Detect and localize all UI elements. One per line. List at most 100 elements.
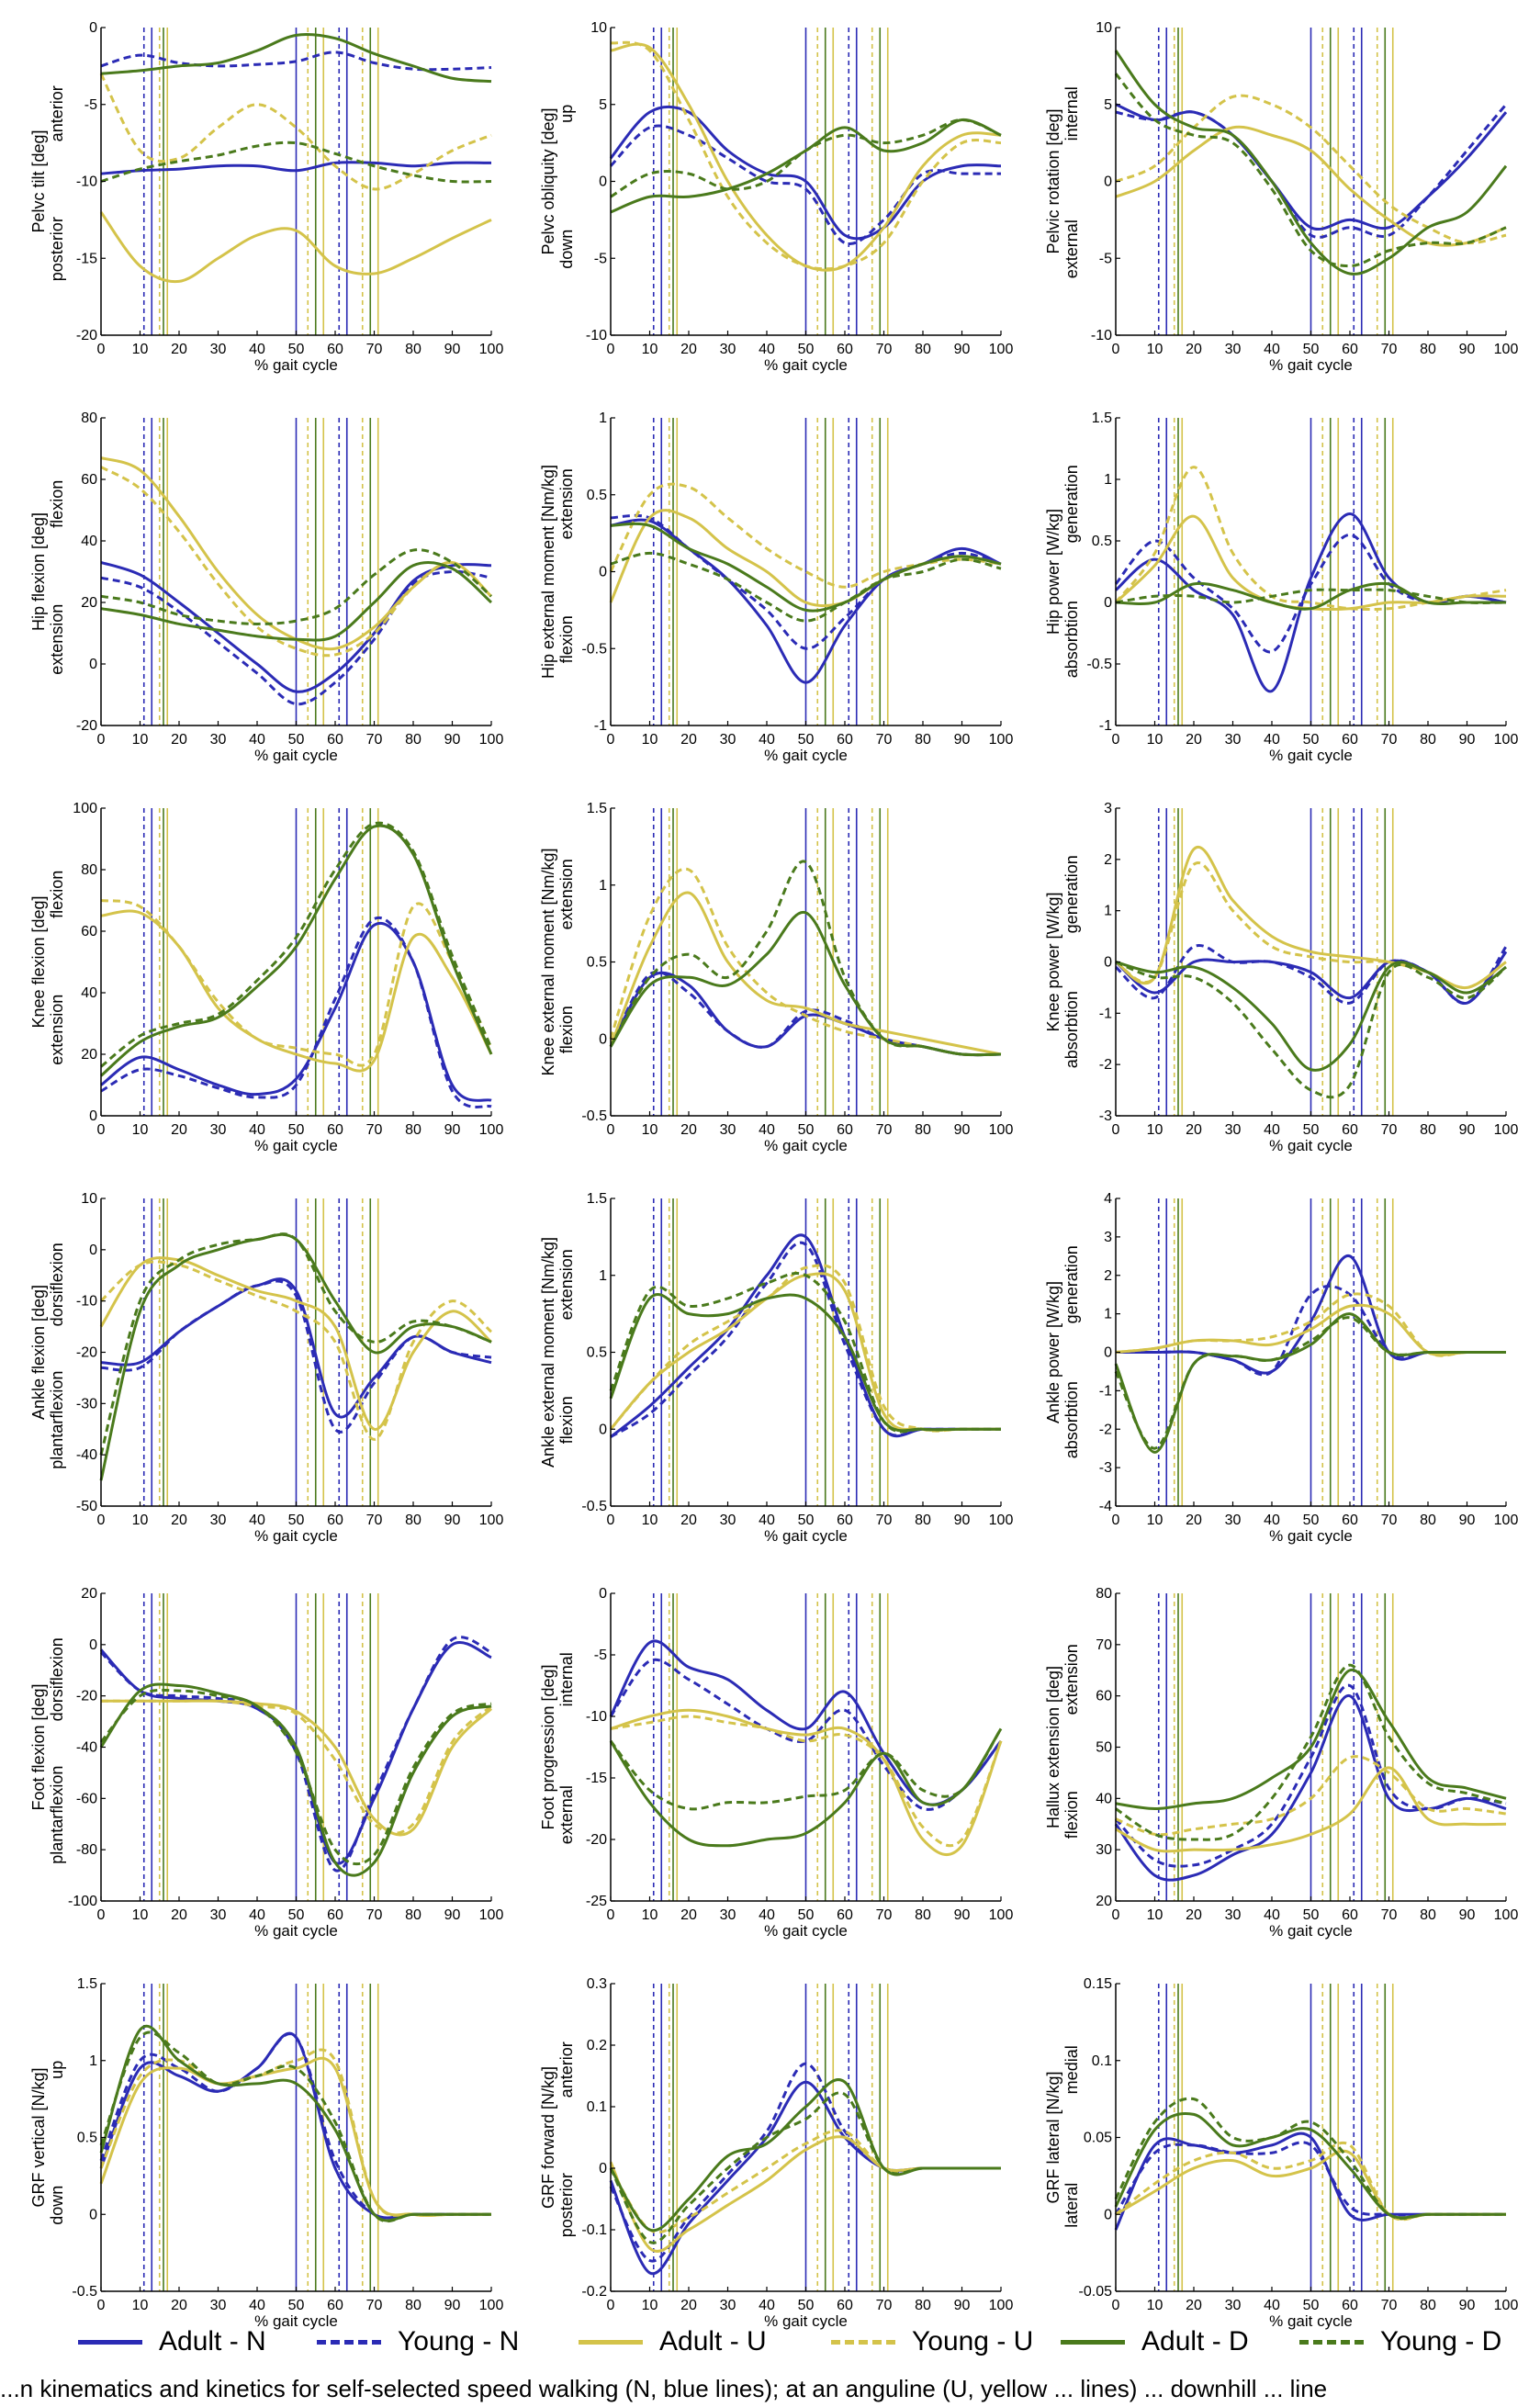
x-tick-label: 90 bbox=[954, 342, 971, 357]
x-axis-label: % gait cycle bbox=[254, 1922, 338, 1940]
x-tick-label: 100 bbox=[479, 2298, 504, 2313]
x-tick-label: 50 bbox=[798, 1122, 815, 1138]
x-tick-label: 30 bbox=[720, 1513, 736, 1528]
y-tick-label: 0 bbox=[1104, 955, 1112, 971]
y-tick-label: -10 bbox=[586, 328, 607, 343]
x-tick-label: 70 bbox=[1381, 1513, 1398, 1528]
y-tick-label: 80 bbox=[1096, 1586, 1112, 1602]
x-tick-label: 100 bbox=[479, 1513, 504, 1528]
x-tick-label: 40 bbox=[249, 1907, 265, 1923]
y-tick-label: 0.3 bbox=[587, 1976, 607, 1992]
legend-label: Young - N bbox=[398, 2326, 520, 2356]
y-tick-label: -1 bbox=[1099, 718, 1112, 734]
x-tick-label: 80 bbox=[915, 2298, 931, 2313]
subplot-15: 0 10 20 30 40 50 60 70 80 90 100-0.500.511.5% gait… bbox=[29, 1976, 503, 2330]
legend-item: Adult - N bbox=[78, 2314, 266, 2369]
legend: Adult - N Young - N Adult - U Young - U Adul… bbox=[0, 2314, 1540, 2369]
series-line-d-young bbox=[99, 2030, 491, 2223]
y-tick-label: 0 bbox=[599, 565, 607, 580]
y-axis-label: GRF forward [N/kg] bbox=[539, 2066, 557, 2209]
subplot-7: 0 10 20 30 40 50 60 70 80 90 100-0.500.511.5% gait… bbox=[539, 801, 1013, 1154]
x-tick-label: 60 bbox=[327, 1907, 343, 1923]
x-tick-label: 100 bbox=[1494, 1513, 1519, 1528]
x-tick-label: 90 bbox=[1459, 732, 1476, 748]
legend-swatch bbox=[579, 2339, 643, 2345]
series-line-u-young bbox=[1115, 1292, 1506, 1357]
y-tick-label: 10 bbox=[81, 1191, 97, 1207]
series-line-n-adult bbox=[100, 161, 492, 175]
y-tick-label: -0.1 bbox=[581, 2222, 607, 2238]
x-tick-label: 20 bbox=[1186, 1907, 1202, 1923]
x-tick-label: 60 bbox=[327, 1513, 343, 1528]
y-tick-label: 0 bbox=[599, 1422, 607, 1437]
x-tick-label: 100 bbox=[479, 1907, 504, 1923]
y-tick-label: -20 bbox=[76, 328, 97, 343]
series-line-n-young bbox=[609, 124, 1001, 246]
x-axis-label: % gait cycle bbox=[764, 356, 848, 374]
x-tick-label: 0 bbox=[97, 2298, 106, 2313]
x-tick-label: 10 bbox=[1147, 342, 1163, 357]
series-line-u-young bbox=[610, 1715, 1003, 1848]
x-tick-label: 40 bbox=[759, 2298, 775, 2313]
x-tick-label: 60 bbox=[327, 732, 343, 748]
x-tick-label: 60 bbox=[1342, 342, 1358, 357]
x-tick-label: 10 bbox=[642, 342, 658, 357]
x-tick-label: 70 bbox=[1381, 1122, 1398, 1138]
y-tick-label: 3 bbox=[1104, 801, 1112, 816]
x-tick-label: 70 bbox=[876, 1122, 893, 1138]
x-tick-label: 80 bbox=[405, 732, 422, 748]
x-tick-label: 40 bbox=[1264, 342, 1280, 357]
y-tick-label: 0.5 bbox=[1092, 534, 1112, 549]
series-line-d-young bbox=[609, 1727, 1003, 1811]
series-line-n-adult bbox=[1114, 1694, 1507, 1882]
y-tick-label: 40 bbox=[81, 985, 97, 1001]
y-tick-label: -3 bbox=[1099, 1460, 1112, 1476]
x-tick-label: 80 bbox=[1420, 1122, 1436, 1138]
y-positive-label: anterior bbox=[557, 2041, 576, 2098]
y-tick-label: -0.5 bbox=[581, 1108, 607, 1124]
subplot-17: 0 10 20 30 40 50 60 70 80 90 100-0.0500.050.10.15%… bbox=[1044, 1976, 1518, 2330]
x-tick-label: 20 bbox=[1186, 342, 1202, 357]
y-tick-label: -1 bbox=[1099, 1006, 1112, 1021]
y-tick-label: 1 bbox=[1104, 904, 1112, 919]
y-tick-label: -5 bbox=[84, 97, 97, 113]
y-axis-label: Hip power [W/kg] bbox=[1044, 509, 1062, 635]
y-tick-label: -15 bbox=[76, 251, 97, 266]
x-tick-label: 100 bbox=[989, 1907, 1014, 1923]
y-tick-label: 0 bbox=[89, 657, 97, 672]
x-tick-label: 30 bbox=[210, 342, 227, 357]
x-tick-label: 60 bbox=[837, 2298, 853, 2313]
series-line-u-adult bbox=[1115, 1766, 1507, 1853]
y-negative-label: flexion bbox=[557, 1396, 576, 1444]
y-tick-label: -40 bbox=[76, 1447, 97, 1463]
x-tick-label: 50 bbox=[798, 342, 815, 357]
x-axis-label: % gait cycle bbox=[1269, 1922, 1353, 1940]
y-tick-label: 1.5 bbox=[1092, 411, 1112, 426]
series-line-d-adult bbox=[610, 522, 1002, 613]
y-tick-label: 5 bbox=[1104, 97, 1112, 113]
y-negative-label: extension bbox=[48, 604, 66, 675]
series-line-d-young bbox=[99, 1688, 492, 1866]
x-tick-label: 50 bbox=[1303, 1513, 1320, 1528]
y-axis-label: Pelvc tilt [deg] bbox=[29, 129, 48, 232]
x-tick-label: 40 bbox=[759, 1513, 775, 1528]
x-tick-label: 60 bbox=[1342, 1122, 1358, 1138]
y-axis-label: Foot flexion [deg] bbox=[29, 1683, 48, 1810]
x-tick-label: 100 bbox=[989, 732, 1014, 748]
y-tick-label: 0.1 bbox=[1092, 2053, 1112, 2069]
x-tick-label: 50 bbox=[1303, 1907, 1320, 1923]
y-axis-label: Ankle external moment [Nm/kg] bbox=[539, 1237, 557, 1468]
y-tick-label: 20 bbox=[1096, 1894, 1112, 1909]
x-tick-label: 90 bbox=[1459, 1513, 1476, 1528]
x-tick-label: 100 bbox=[989, 1122, 1014, 1138]
y-tick-label: 20 bbox=[81, 595, 97, 611]
y-tick-label: 0 bbox=[599, 2161, 607, 2176]
x-tick-label: 40 bbox=[1264, 1513, 1280, 1528]
y-tick-label: 4 bbox=[1104, 1191, 1112, 1207]
y-positive-label: flexion bbox=[48, 480, 66, 528]
y-tick-label: -30 bbox=[76, 1396, 97, 1412]
legend-swatch bbox=[1299, 2339, 1364, 2345]
series-line-d-young bbox=[609, 2091, 1001, 2244]
x-tick-label: 70 bbox=[366, 1907, 383, 1923]
y-tick-label: 60 bbox=[81, 924, 97, 939]
